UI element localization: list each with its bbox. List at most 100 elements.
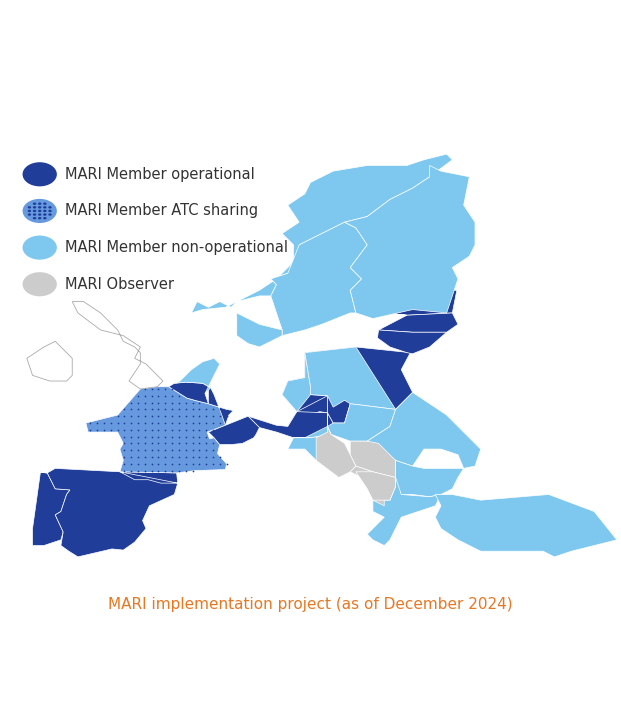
Point (174, 397, 184, 408)
Point (188, 464, 197, 476)
Point (140, 458, 150, 470)
Circle shape (22, 272, 57, 296)
Point (188, 451, 197, 463)
Polygon shape (191, 154, 452, 313)
Point (126, 438, 136, 449)
Point (119, 403, 129, 415)
Polygon shape (327, 404, 396, 441)
Point (181, 417, 191, 429)
Text: MARI Observer: MARI Observer (65, 277, 175, 292)
Point (201, 403, 211, 415)
Point (167, 390, 177, 402)
Point (188, 417, 197, 429)
Circle shape (43, 210, 47, 212)
Point (140, 383, 150, 395)
Point (188, 411, 197, 422)
Point (174, 403, 184, 415)
Point (201, 438, 211, 449)
Point (167, 397, 177, 408)
Point (119, 444, 129, 456)
Point (181, 444, 191, 456)
Point (126, 431, 136, 443)
Circle shape (33, 202, 36, 205)
Point (208, 411, 218, 422)
Circle shape (28, 213, 31, 215)
Point (140, 403, 150, 415)
Point (194, 424, 204, 435)
Point (140, 390, 150, 402)
Polygon shape (32, 472, 70, 545)
Polygon shape (282, 347, 412, 423)
Polygon shape (271, 222, 367, 336)
Point (194, 458, 204, 470)
Point (215, 458, 225, 470)
Circle shape (22, 236, 57, 260)
Point (133, 444, 143, 456)
Point (147, 383, 156, 395)
Point (160, 383, 170, 395)
Point (215, 451, 225, 463)
Point (126, 444, 136, 456)
Point (215, 403, 225, 415)
Point (167, 451, 177, 463)
Point (153, 444, 163, 456)
Point (201, 411, 211, 422)
Point (119, 431, 129, 443)
Point (174, 458, 184, 470)
Point (188, 397, 197, 408)
Point (147, 424, 156, 435)
Point (133, 464, 143, 476)
Point (167, 411, 177, 422)
Circle shape (38, 217, 42, 219)
Point (99, 424, 109, 435)
Point (93, 417, 102, 429)
Point (208, 451, 218, 463)
Point (167, 444, 177, 456)
Point (208, 444, 218, 456)
Point (133, 417, 143, 429)
Point (174, 390, 184, 402)
Point (147, 464, 156, 476)
Point (222, 411, 232, 422)
Point (153, 411, 163, 422)
Circle shape (43, 213, 47, 215)
Point (215, 417, 225, 429)
Point (126, 458, 136, 470)
Point (188, 431, 197, 443)
Point (160, 444, 170, 456)
Point (181, 458, 191, 470)
Circle shape (43, 206, 47, 208)
Point (181, 438, 191, 449)
Point (153, 390, 163, 402)
Polygon shape (209, 416, 260, 445)
Point (181, 451, 191, 463)
Point (208, 458, 218, 470)
Polygon shape (356, 472, 396, 500)
Point (208, 438, 218, 449)
Point (201, 458, 211, 470)
Point (188, 403, 197, 415)
Point (153, 403, 163, 415)
Point (153, 464, 163, 476)
Circle shape (33, 213, 36, 215)
Point (160, 403, 170, 415)
Point (133, 451, 143, 463)
Polygon shape (282, 352, 327, 411)
Polygon shape (32, 468, 178, 557)
Point (188, 444, 197, 456)
Point (167, 403, 177, 415)
Text: MARI Member operational: MARI Member operational (65, 167, 255, 182)
Point (112, 417, 122, 429)
Point (194, 411, 204, 422)
Circle shape (38, 210, 42, 212)
Point (147, 444, 156, 456)
Point (126, 451, 136, 463)
Circle shape (38, 202, 42, 205)
Point (181, 397, 191, 408)
Point (194, 397, 204, 408)
Point (133, 431, 143, 443)
Point (174, 464, 184, 476)
Circle shape (48, 206, 52, 208)
Circle shape (43, 217, 47, 219)
Circle shape (48, 210, 52, 212)
